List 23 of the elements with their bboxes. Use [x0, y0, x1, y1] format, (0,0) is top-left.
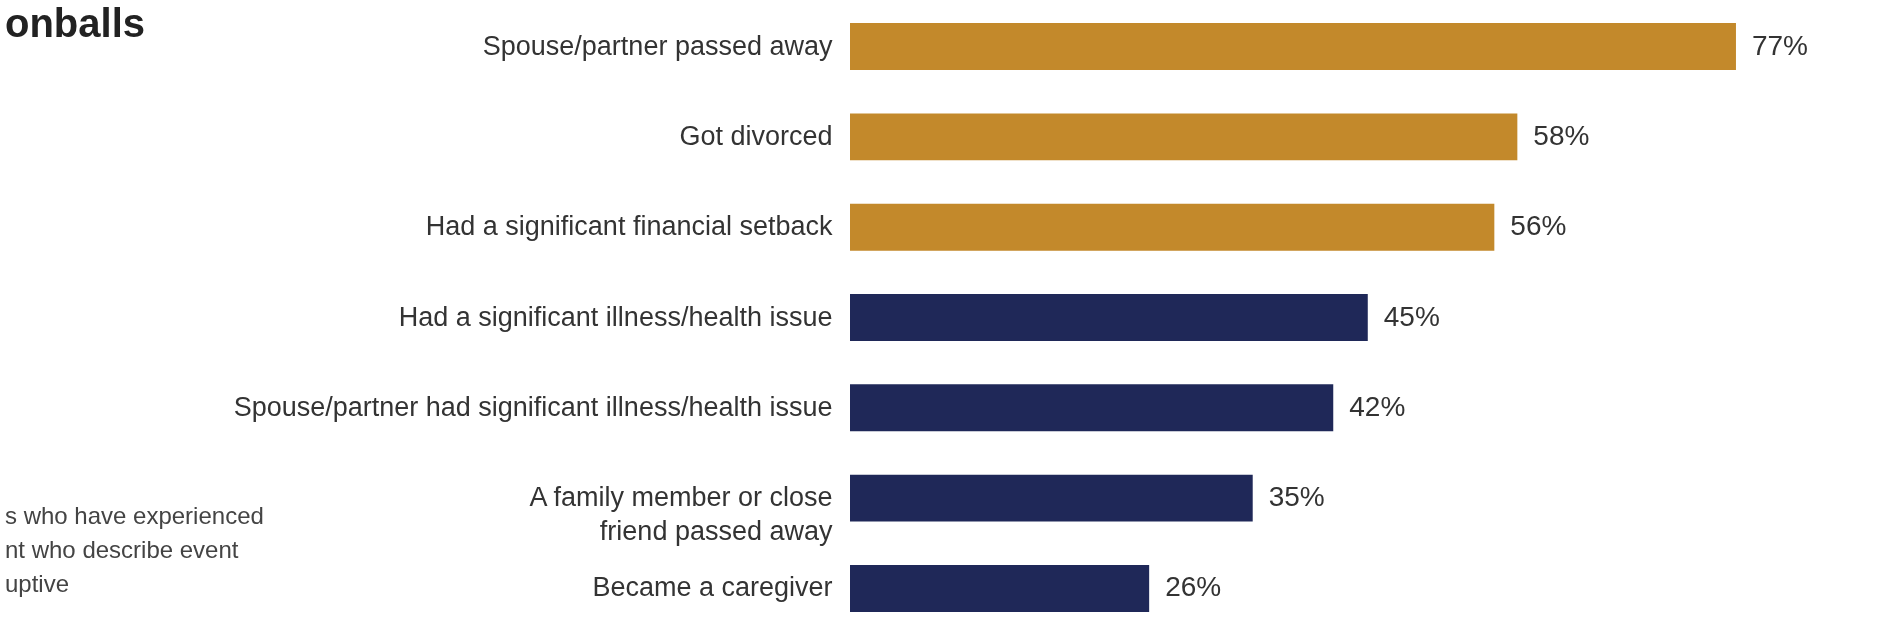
bar: [850, 294, 1368, 341]
y-tick-label: Had a significant financial setback: [425, 211, 833, 242]
text: s who have experienced nt who describe event uptive: [5, 502, 264, 597]
bar: [850, 113, 1518, 161]
y-tick-label: Spouse/partner passed away: [482, 30, 833, 61]
data-label: 77%: [1751, 29, 1809, 61]
data-label: 42%: [1349, 390, 1406, 422]
data-label: 56%: [1510, 210, 1567, 242]
data-label: 45%: [1383, 300, 1440, 332]
y-tick-label: Had a significant illness/health issue: [398, 301, 833, 332]
data-label: 35%: [1268, 481, 1325, 513]
y-tick-label: Spouse/partner had significant illness/health issue: [233, 391, 833, 422]
bar: [850, 203, 1495, 251]
bar: [850, 384, 1334, 432]
data-label: 58%: [1533, 119, 1590, 151]
bar: [850, 564, 1150, 612]
bar: [850, 23, 1736, 71]
text: onballs: [5, 1, 146, 45]
bar: [850, 474, 1253, 522]
data-label: 26%: [1165, 571, 1222, 603]
y-tick-label: A family member or close friend passed away: [529, 482, 833, 547]
y-tick-label: Got divorced: [679, 120, 833, 151]
y-tick-label: Became a caregiver: [592, 572, 833, 603]
